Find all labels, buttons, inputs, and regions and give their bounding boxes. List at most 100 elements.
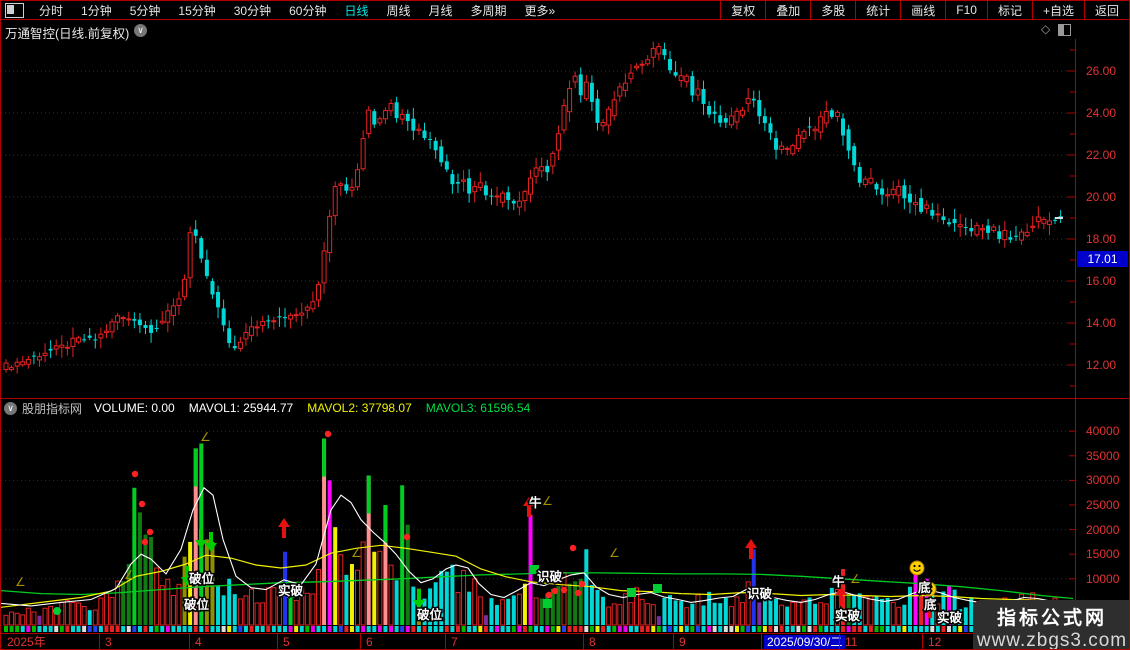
date-separator [445, 633, 446, 649]
volume-legend: VOLUME: 0.00 MAVOL1: 25944.77 MAVOL2: 3779… [94, 401, 544, 415]
date-separator [839, 633, 840, 649]
period-tab-9[interactable]: 多周期 [470, 3, 507, 18]
toolbar: 分时 1分钟 5分钟 15分钟 30分钟 60分钟 日线 周线 月线 多周期 更多» 复权 叠加 多股统… [1, 1, 1129, 20]
date-label: 5 [283, 635, 290, 649]
signal-ribbon [4, 626, 1063, 632]
volume-axis-label: 35000 [1086, 448, 1120, 463]
period-tab-2[interactable]: 5分钟 [129, 3, 161, 18]
volume-axis-label: 20000 [1086, 522, 1120, 537]
red-up-arrow-marker [835, 586, 847, 606]
red-dot-marker [574, 589, 582, 597]
action-button-8[interactable]: 返回 [1083, 1, 1129, 19]
volume-legend-item-0: VOLUME: 0.00 [94, 401, 175, 415]
red-dot-marker [569, 544, 577, 552]
angle-mark: ∠ [15, 575, 26, 589]
action-button-6[interactable]: 标记 [986, 1, 1032, 19]
action-button-0[interactable]: 复权 [720, 1, 765, 19]
annotation-label: 实破 [278, 583, 304, 598]
price-axis-label: 22.00 [1086, 148, 1117, 162]
period-tab-6[interactable]: 日线 [344, 3, 369, 18]
period-tabs: 分时 1分钟 5分钟 15分钟 30分钟 60分钟 日线 周线 月线 多周期 更多» [30, 1, 564, 19]
green-down-arrow-marker [195, 529, 207, 549]
annotation-label: 识破 [537, 569, 563, 584]
price-axis-label: 12.00 [1086, 358, 1117, 372]
split-window-icon[interactable] [5, 2, 24, 18]
period-tab-10[interactable]: 更多» [524, 3, 556, 18]
date-axis-line [1, 633, 1129, 634]
smiley-face-icon [921, 581, 937, 597]
mavol1-line [1, 486, 1067, 607]
red-dot-marker [560, 586, 568, 594]
red-up-arrow-marker [745, 539, 757, 559]
date-separator [99, 633, 100, 649]
red-dot-marker [545, 591, 553, 599]
red-up-arrow-marker [523, 497, 535, 517]
watermark-url: www.zbgs3.com [976, 630, 1128, 650]
red-dot-marker [131, 470, 139, 478]
red-dot-marker [551, 587, 559, 595]
date-label: 2025年 [7, 635, 46, 649]
action-button-1[interactable]: 叠加 [765, 1, 810, 19]
date-separator [360, 633, 361, 649]
volume-legend-item-1: MAVOL1: 25944.77 [188, 401, 294, 415]
diamond-icon[interactable]: ◇ [1041, 22, 1051, 36]
green-square-marker [653, 584, 662, 593]
action-button-7[interactable]: +自选 [1031, 1, 1084, 19]
period-tab-4[interactable]: 30分钟 [233, 3, 272, 18]
green-down-arrow-marker [181, 566, 193, 586]
period-tab-1[interactable]: 1分钟 [81, 3, 112, 18]
volume-axis-label: 10000 [1086, 571, 1120, 586]
watermark: 指标公式网 www.zbgs3.com [973, 600, 1129, 650]
chevron-down-icon[interactable]: ∨ [4, 401, 17, 415]
date-label: 12 [928, 635, 942, 649]
angle-mark: ∠ [124, 568, 135, 582]
action-button-2[interactable]: 多股 [810, 1, 855, 19]
date-label: 8 [589, 635, 596, 649]
annotation-label: 底 [924, 597, 937, 612]
price-axis-label: 16.00 [1086, 274, 1117, 288]
date-label-highlighted: 2025/09/30/二 [764, 635, 846, 649]
annotation-label: 识破 [747, 586, 773, 601]
annotation-label: 破位 [184, 597, 210, 612]
green-down-arrow-marker [413, 589, 425, 609]
date-label: 4 [195, 635, 202, 649]
period-tab-3[interactable]: 15分钟 [178, 3, 216, 18]
annotation-label: 底 [918, 580, 931, 595]
red-dot-marker [403, 533, 411, 541]
green-square-marker [627, 588, 636, 597]
green-square-marker [543, 599, 552, 608]
period-tab-7[interactable]: 周线 [386, 3, 411, 18]
indicator-brand: 股朋指标网 [22, 401, 83, 416]
angle-mark: ∠ [850, 572, 861, 586]
chevron-down-icon[interactable]: ∨ [134, 24, 147, 37]
green-down-arrow-marker [205, 532, 217, 552]
action-button-4[interactable]: 画线 [900, 1, 945, 19]
price-axis-label: 20.00 [1086, 190, 1117, 204]
angle-mark: ∠ [542, 494, 553, 508]
date-separator [922, 633, 923, 649]
period-tab-5[interactable]: 60分钟 [289, 3, 327, 18]
date-label: 6 [366, 635, 373, 649]
price-axis-label: 24.00 [1086, 106, 1117, 120]
candlestick-series [3, 41, 1063, 374]
red-up-arrow-marker [278, 518, 290, 538]
period-tab-8[interactable]: 月线 [428, 3, 453, 18]
green-dot-marker [53, 607, 61, 615]
green-square-marker [287, 589, 296, 598]
price-axis-label: 18.00 [1086, 232, 1117, 246]
split-view-icon[interactable] [1058, 24, 1071, 36]
price-axis-label: 26.00 [1086, 64, 1117, 78]
stock-title: 万通智控(日线.前复权) [5, 27, 130, 41]
date-label: 9 [679, 635, 686, 649]
red-dot-marker [578, 580, 586, 588]
pane-divider [1, 398, 1129, 399]
volume-axis-label: 40000 [1086, 424, 1120, 439]
angle-mark: ∠ [609, 546, 620, 560]
action-button-3[interactable]: 统计 [855, 1, 900, 19]
annotation-label: 破位 [417, 607, 443, 622]
annotation-label: 实破 [937, 610, 963, 625]
period-tab-0[interactable]: 分时 [39, 3, 64, 18]
action-button-5[interactable]: F10 [945, 1, 987, 19]
